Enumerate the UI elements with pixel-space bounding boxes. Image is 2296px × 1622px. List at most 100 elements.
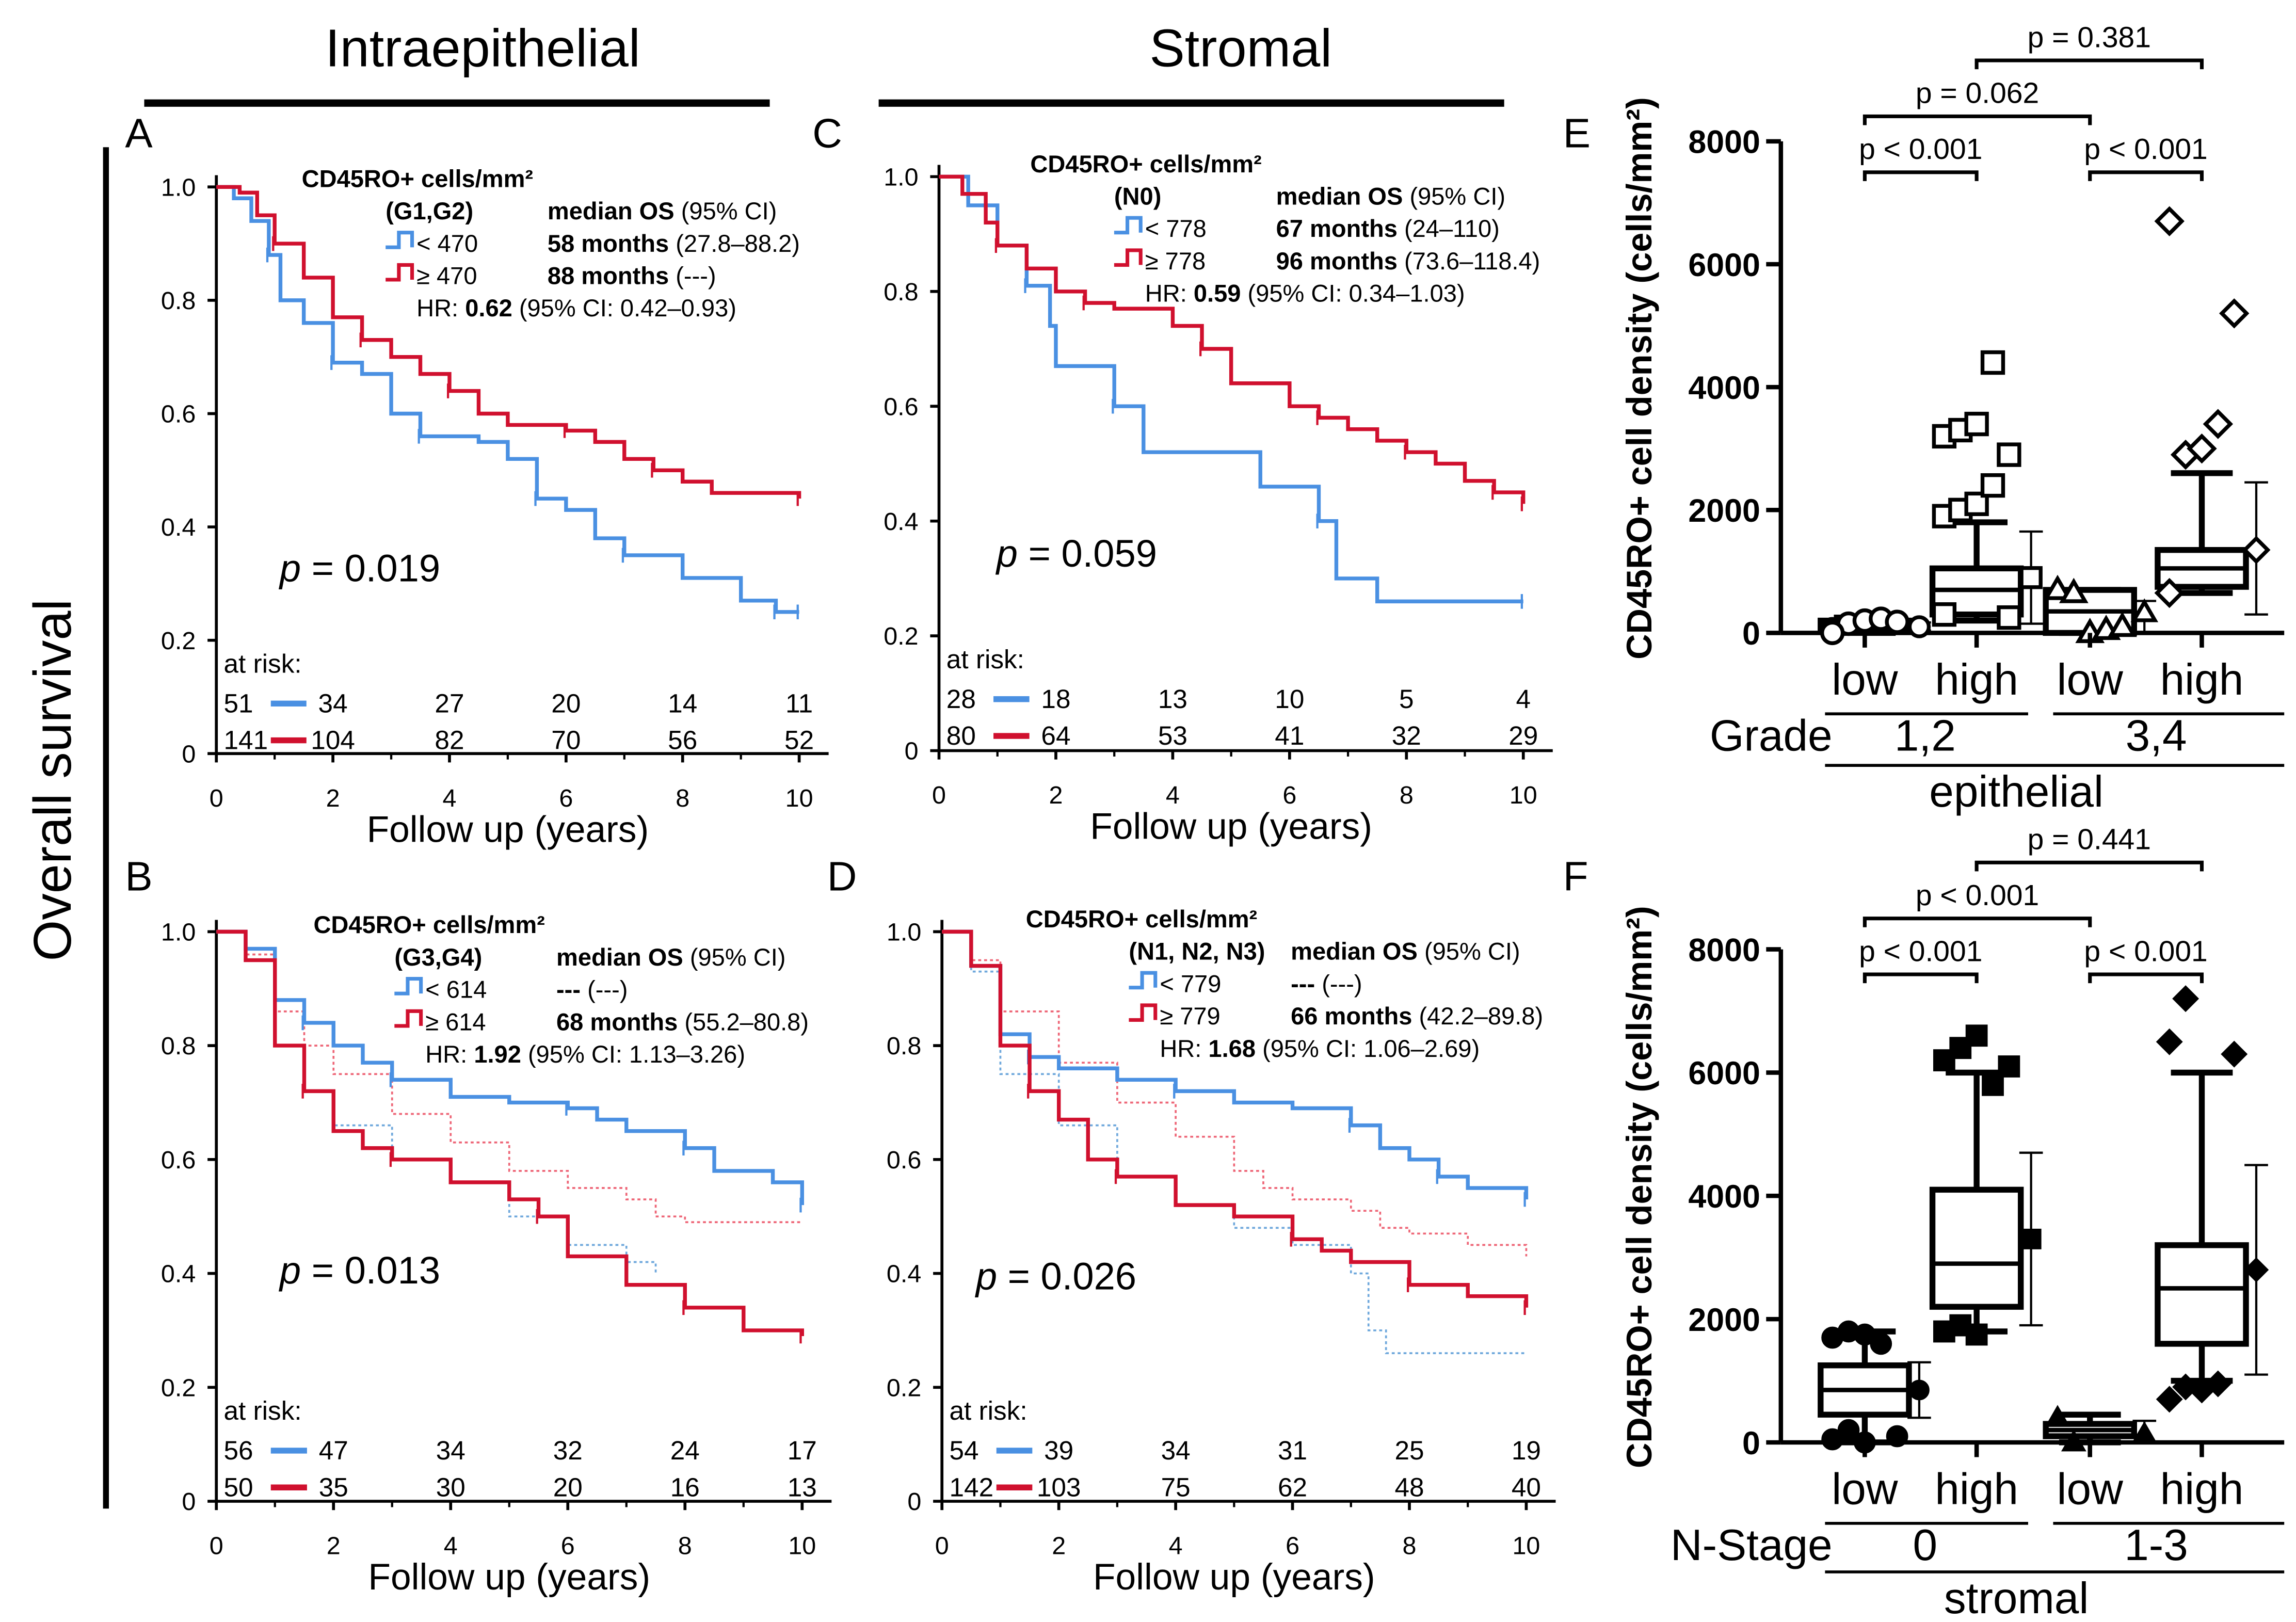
x-tick-label: 4 [442,784,456,812]
at-risk-count: 5 [1399,684,1414,714]
comparison-bracket [1863,917,2092,927]
legend-ci: (42.2–89.8) [1419,1002,1543,1030]
legend-median: 68 months [556,1008,684,1035]
x-tick-label: 8 [676,784,689,812]
legend-median: 66 months [1291,1002,1419,1030]
data-point-diamond [2154,206,2185,236]
y-tick-label: 2000 [1688,1302,1760,1338]
box-1 [1929,1024,2043,1346]
km-curve-1 [939,174,1526,504]
comparison-bracket [2088,170,2204,181]
at-risk-count: 48 [1394,1472,1424,1502]
at-risk-count: 14 [668,688,697,718]
category-label: high [2160,655,2244,704]
x-tick-label: 10 [1512,1532,1540,1560]
at-risk-label: at risk: [946,645,1024,674]
category-label: high [2160,1465,2244,1514]
panel-letter: E [1563,110,1591,156]
data-point-triangle [2108,612,2137,637]
legend-title: CD45RO+ cells/mm² [302,165,533,192]
hr-prefix: HR: [416,294,465,322]
comparison-bracket [2088,972,2204,984]
at-risk-count: 80 [946,721,976,750]
hr-value: 1.92 [474,1040,528,1068]
at-risk-label: at risk: [223,649,301,678]
header-intraepithelial: Intraepithelial [325,18,640,77]
header-stromal: Stromal [1149,18,1332,77]
p-value: p = 0.026 [975,1255,1136,1297]
legend-entry-median: 88 months (---) [548,262,716,290]
y-tick-label: 0.2 [887,1374,921,1402]
y-tick-label: 0 [182,1488,196,1516]
legend-swatch-step-icon [394,977,423,995]
box-3 [2154,206,2271,616]
data-point-square [1964,491,1989,517]
legend-group: (N1, N2, N3) [1129,938,1265,965]
at-risk-count: 47 [319,1436,348,1465]
y-tick-label: 0 [182,740,196,768]
panel-letter: F [1563,854,1588,900]
km-curve-2 [942,929,1529,1200]
km-panel-D: D 0 0.2 0.4 0.6 0.8 1.0 0 2 4 6 8 10 Follow up (years… [827,854,1556,1598]
x-axis-label: Follow up (years) [368,1556,650,1598]
y-tick-label: 8000 [1688,124,1760,160]
legend-ci: (---) [587,976,628,1003]
comparison-p-value: p < 0.001 [1859,935,1982,968]
y-tick-label: 0 [1742,1425,1760,1462]
legend-entry-label: ≥ 614 [425,1008,486,1035]
data-point-square [1964,411,1989,437]
y-tick-label: 4000 [1688,1179,1760,1215]
legend-entry-label: < 778 [1145,215,1207,242]
y-tick-label: 0.6 [887,1146,921,1174]
p-symbol: p [975,1255,1008,1297]
data-point-square [1997,605,2021,630]
legend-header-ci: (95% CI) [681,197,777,224]
p-symbol: p [996,532,1029,575]
legend-ci: (---) [676,262,716,290]
legend-header: median OS (95% CI) [548,197,777,224]
at-risk-count: 75 [1161,1472,1191,1502]
legend-entry-median: --- (---) [556,976,628,1003]
y-tick-label: 0.8 [161,287,196,315]
data-point-square [1997,442,2021,467]
box-2 [2043,574,2159,644]
at-risk-count: 4 [1516,684,1531,714]
panel-letter: A [125,110,153,156]
at-risk-count: 27 [435,688,464,718]
x-tick-label: 8 [1400,781,1414,809]
data-point-square [1998,1055,2020,1078]
data-point-circle [1837,1419,1860,1441]
at-risk-count: 32 [1392,721,1421,750]
at-risk-count: 34 [1161,1436,1191,1465]
y-tick-label: 0 [1742,616,1760,652]
p-text: = 0.026 [1008,1255,1136,1297]
data-point-diamond [2203,409,2234,439]
data-point-diamond [2172,1373,2199,1401]
box-iqr [1929,1186,2024,1310]
at-risk-count: 13 [788,1472,817,1502]
at-risk-count: 50 [223,1472,253,1502]
y-tick-label: 0.2 [161,627,196,655]
x-tick-label: 6 [559,784,573,812]
data-point-triangle [2045,1405,2070,1427]
x-tick-label: 0 [210,1532,223,1560]
data-point-diamond [2204,1370,2231,1398]
km-panel-C: C 0 0.2 0.4 0.6 0.8 1.0 0 2 4 6 8 10 Follow up (years… [812,110,1553,847]
at-risk-count: 62 [1278,1472,1307,1502]
at-risk-count: 104 [311,726,355,755]
data-point-square [1965,1323,1988,1346]
legend-header-ci: (95% CI) [690,943,786,971]
legend-swatch-step-icon [394,1009,423,1028]
category-label: low [1832,1465,1898,1514]
super-group-label: epithelial [1929,767,2104,816]
comparison-p-value: p = 0.441 [2028,823,2151,856]
p-text: = 0.013 [312,1249,440,1292]
y-tick-label: 1.0 [884,163,918,191]
legend-header: median OS (95% CI) [556,943,785,971]
p-text: = 0.019 [312,547,440,590]
legend-ci: (---) [1322,970,1362,997]
comparison-bracket [1974,860,2204,872]
y-tick-label: 0.2 [161,1374,196,1402]
data-point-square [2020,1228,2042,1249]
legend-swatch-step-icon [386,263,414,282]
